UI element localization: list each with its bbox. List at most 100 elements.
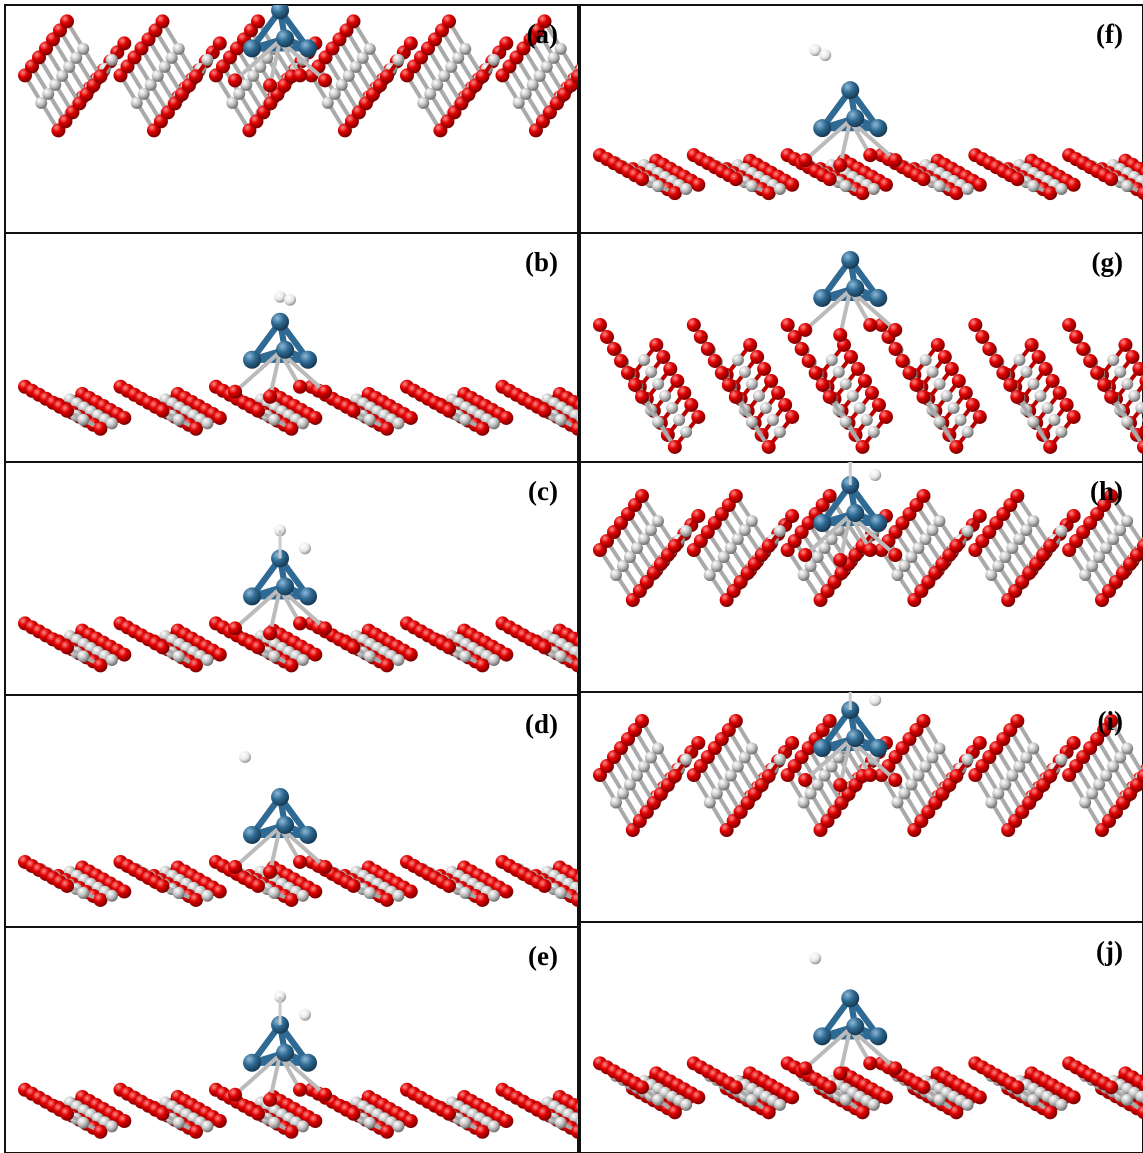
atom	[868, 183, 880, 195]
atom	[1010, 714, 1024, 728]
atom	[228, 385, 242, 399]
atom	[201, 54, 213, 66]
atom	[380, 658, 394, 672]
atom	[635, 1080, 649, 1094]
atom	[813, 514, 831, 532]
atom	[879, 410, 893, 424]
atom	[201, 1120, 213, 1132]
atom	[499, 36, 513, 50]
panel: (e)	[5, 927, 609, 1153]
atom	[760, 402, 772, 414]
atom	[583, 417, 595, 429]
atom	[1107, 354, 1119, 366]
atom	[847, 390, 859, 402]
atom	[962, 426, 974, 438]
atom	[251, 404, 265, 418]
atom	[1118, 338, 1132, 352]
atom	[173, 43, 185, 55]
atom	[284, 893, 298, 907]
atom	[60, 879, 74, 893]
atom	[442, 404, 456, 418]
atom	[583, 1120, 595, 1132]
atom	[973, 410, 987, 424]
atom	[488, 417, 500, 429]
atom	[1043, 1105, 1057, 1119]
atom	[841, 989, 859, 1007]
atom	[746, 416, 758, 428]
atom	[778, 398, 792, 412]
atom	[1055, 426, 1067, 438]
structure	[18, 524, 609, 672]
structure	[18, 291, 609, 436]
atom	[173, 650, 185, 662]
panel-label: (d)	[525, 709, 558, 739]
atom	[293, 68, 307, 82]
atom	[276, 1044, 294, 1062]
atom	[459, 1117, 471, 1129]
atom	[392, 1120, 404, 1132]
atom	[656, 350, 670, 364]
atom	[213, 36, 227, 50]
atom	[813, 739, 831, 757]
atom	[833, 158, 847, 172]
atom	[228, 621, 242, 635]
atom	[581, 877, 595, 891]
atom	[762, 186, 776, 200]
atom	[668, 186, 682, 200]
atom	[1043, 769, 1057, 783]
atom	[729, 390, 743, 404]
atom	[869, 739, 887, 757]
atom	[284, 1125, 298, 1139]
atom	[318, 1088, 332, 1102]
atom	[156, 879, 170, 893]
atom	[243, 826, 261, 844]
atom	[538, 404, 552, 418]
atom	[813, 289, 831, 307]
atom	[380, 1125, 394, 1139]
atom	[299, 39, 317, 57]
panel: (f)	[580, 5, 1143, 233]
atom	[949, 1105, 963, 1119]
atom	[293, 1083, 307, 1097]
atom	[833, 328, 847, 342]
atom	[841, 81, 859, 99]
atom	[785, 1090, 799, 1104]
atom	[652, 180, 664, 192]
atom	[1121, 378, 1133, 390]
atom	[380, 422, 394, 436]
panel-label: (e)	[528, 941, 558, 971]
atom	[555, 1117, 567, 1129]
atom	[583, 54, 595, 66]
atom	[973, 178, 987, 192]
atom	[846, 1017, 864, 1035]
atom	[982, 342, 996, 356]
atom	[117, 36, 131, 50]
atom	[869, 514, 887, 532]
atom	[691, 410, 705, 424]
atom	[60, 1107, 74, 1121]
atom	[1060, 398, 1074, 412]
atom	[973, 1090, 987, 1104]
atom	[888, 1061, 902, 1075]
atom	[93, 1125, 107, 1139]
atom	[392, 417, 404, 429]
atom	[459, 887, 471, 899]
atom	[746, 743, 758, 755]
atom	[1128, 390, 1140, 402]
atom	[1039, 362, 1053, 376]
atom	[251, 14, 265, 28]
atom	[701, 342, 715, 356]
panel: (b)	[5, 233, 609, 462]
atom	[861, 414, 873, 426]
atom	[1046, 374, 1060, 388]
atom	[276, 577, 294, 595]
atom	[962, 754, 974, 766]
atom	[694, 330, 708, 344]
atom	[670, 374, 684, 388]
atom	[771, 386, 785, 400]
atom	[475, 69, 489, 83]
atom	[966, 398, 980, 412]
atom	[949, 440, 963, 454]
atom	[785, 736, 799, 750]
atom	[1041, 402, 1053, 414]
